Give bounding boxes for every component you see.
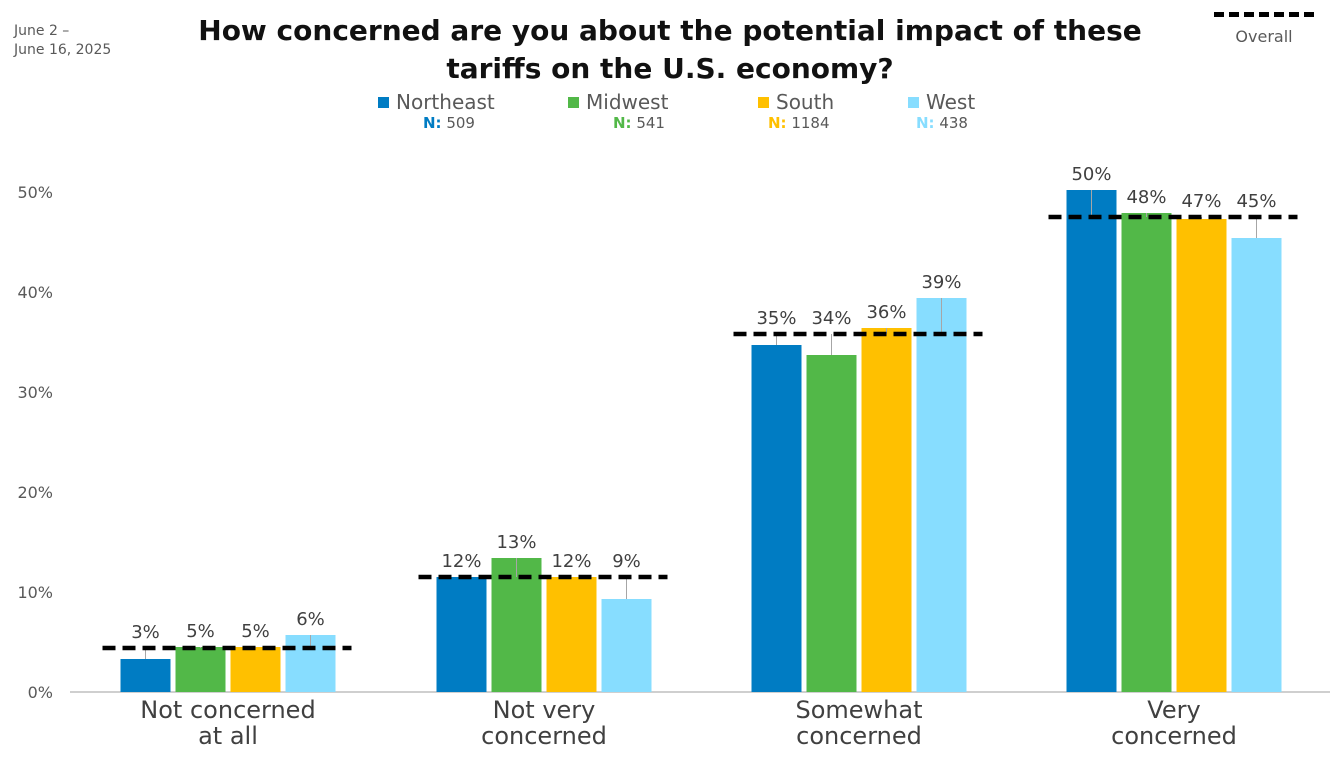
y-tick-label: 20% [17, 483, 53, 502]
x-category-label: Very [1147, 696, 1200, 724]
bar-south [1176, 219, 1227, 692]
legend-swatch [908, 96, 919, 108]
overall-dash-swatch [1214, 12, 1314, 17]
bar-south [861, 328, 912, 692]
bar-northeast [120, 659, 171, 692]
x-category-label: Not very [493, 696, 596, 724]
bar-west [1231, 238, 1282, 692]
x-category-label: Not concerned [140, 696, 315, 724]
bar-northeast [436, 577, 487, 692]
bar-northeast [751, 345, 802, 692]
n-prefix: N: [916, 114, 935, 132]
bar-midwest [1121, 213, 1172, 692]
x-category-label: concerned [1111, 722, 1237, 750]
data-label: 45% [1236, 191, 1276, 212]
legend-item-midwest: Midwest N: 541 [568, 90, 758, 132]
legend-swatch [758, 96, 769, 108]
n-prefix: N: [423, 114, 442, 132]
n-value: 509 [446, 114, 475, 132]
data-label: 12% [551, 551, 591, 572]
legend: Northeast N: 509 Midwest N: 541 South N: 11… [378, 90, 1098, 132]
legend-item-west: West N: 438 [908, 90, 1098, 132]
legend-item-south: South N: 1184 [758, 90, 908, 132]
data-label: 35% [756, 308, 796, 329]
bar-midwest [806, 355, 857, 692]
date-range: June 2 – June 16, 2025 [14, 22, 111, 60]
date-line: June 2 – [14, 23, 70, 39]
n-value: 541 [636, 114, 665, 132]
data-label: 48% [1126, 187, 1166, 208]
legend-label: South [776, 90, 835, 114]
data-label: 34% [811, 308, 851, 329]
n-value: 438 [939, 114, 968, 132]
data-label: 36% [866, 302, 906, 323]
y-tick-label: 30% [17, 383, 53, 402]
data-label: 3% [131, 622, 160, 643]
y-tick-label: 50% [17, 183, 53, 202]
data-label: 39% [921, 272, 961, 293]
bar-west [601, 599, 652, 692]
data-label: 9% [612, 551, 641, 572]
n-value: 1184 [791, 114, 830, 132]
y-tick-label: 0% [28, 683, 53, 702]
data-label: 6% [296, 609, 325, 630]
legend-label: Northeast [396, 90, 495, 114]
data-label: 5% [186, 621, 215, 642]
y-tick-label: 10% [17, 583, 53, 602]
overall-legend-label: Overall [1235, 27, 1293, 46]
legend-label: West [926, 90, 976, 114]
bar-west [916, 298, 967, 692]
legend-swatch [568, 96, 579, 108]
overall-legend: Overall [1214, 12, 1314, 46]
data-label: 5% [241, 621, 270, 642]
x-category-label: at all [198, 722, 258, 750]
chart-title: How concerned are you about the potentia… [198, 14, 1142, 85]
bar-south [546, 577, 597, 692]
n-prefix: N: [613, 114, 632, 132]
date-line: June 16, 2025 [14, 42, 112, 58]
n-prefix: N: [768, 114, 787, 132]
y-tick-label: 40% [17, 283, 53, 302]
bar-northeast [1066, 190, 1117, 692]
data-label: 13% [496, 532, 536, 553]
legend-item-northeast: Northeast N: 509 [378, 90, 568, 132]
data-label: 50% [1071, 164, 1111, 185]
data-label: 12% [441, 551, 481, 572]
bar-midwest [175, 647, 226, 692]
legend-swatch [378, 96, 389, 108]
legend-label: Midwest [586, 90, 669, 114]
x-category-label: Somewhat [795, 696, 922, 724]
bar-midwest [491, 558, 542, 692]
bar-south [230, 647, 281, 692]
x-category-label: concerned [796, 722, 922, 750]
x-category-label: concerned [481, 722, 607, 750]
data-label: 47% [1181, 191, 1221, 212]
